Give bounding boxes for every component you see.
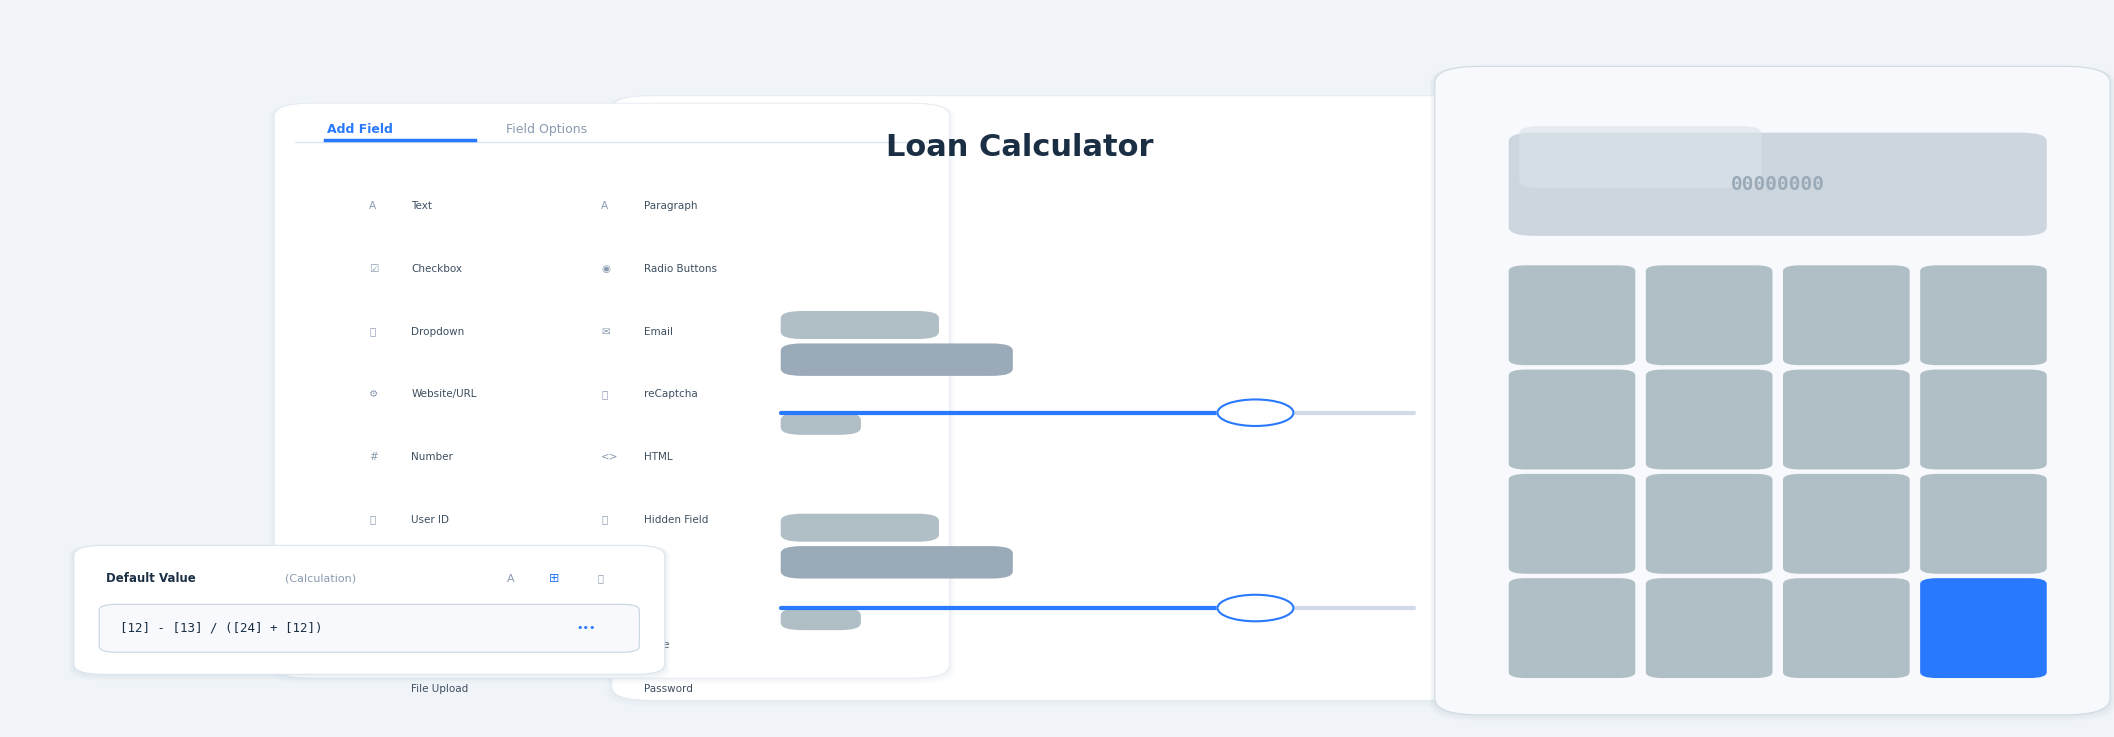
FancyBboxPatch shape bbox=[607, 96, 1799, 706]
FancyBboxPatch shape bbox=[99, 604, 638, 652]
Text: Field Options: Field Options bbox=[507, 123, 588, 136]
Text: A: A bbox=[507, 573, 514, 584]
Text: #: # bbox=[370, 452, 378, 462]
FancyBboxPatch shape bbox=[1920, 369, 2046, 469]
Text: File Upload: File Upload bbox=[412, 684, 469, 694]
Text: 🔒: 🔒 bbox=[600, 389, 607, 399]
Text: ✉: ✉ bbox=[600, 326, 611, 337]
FancyBboxPatch shape bbox=[1509, 578, 1636, 678]
Text: reCaptcha: reCaptcha bbox=[643, 389, 698, 399]
FancyBboxPatch shape bbox=[1509, 133, 2046, 236]
Text: Text: Text bbox=[412, 201, 433, 212]
FancyBboxPatch shape bbox=[70, 545, 670, 680]
FancyBboxPatch shape bbox=[780, 343, 1013, 376]
Circle shape bbox=[1218, 399, 1294, 426]
Text: A: A bbox=[370, 201, 376, 212]
Text: Paragraph: Paragraph bbox=[643, 201, 698, 212]
FancyBboxPatch shape bbox=[1782, 474, 1909, 573]
Text: Website/URL: Website/URL bbox=[412, 389, 478, 399]
FancyBboxPatch shape bbox=[72, 545, 668, 677]
Text: Add Field: Add Field bbox=[328, 123, 393, 136]
Text: Hidden Field: Hidden Field bbox=[643, 514, 708, 525]
FancyBboxPatch shape bbox=[611, 96, 1795, 702]
FancyBboxPatch shape bbox=[1647, 578, 1772, 678]
Text: Number: Number bbox=[412, 452, 452, 462]
Text: •••: ••• bbox=[577, 624, 596, 633]
FancyBboxPatch shape bbox=[1647, 265, 1772, 366]
FancyBboxPatch shape bbox=[271, 103, 953, 682]
FancyBboxPatch shape bbox=[273, 103, 951, 681]
FancyBboxPatch shape bbox=[1782, 578, 1909, 678]
Text: Password: Password bbox=[643, 684, 693, 694]
FancyBboxPatch shape bbox=[1509, 474, 1636, 573]
FancyBboxPatch shape bbox=[1920, 265, 2046, 366]
FancyBboxPatch shape bbox=[780, 311, 939, 339]
Text: A: A bbox=[600, 201, 609, 212]
FancyBboxPatch shape bbox=[780, 546, 1013, 579]
FancyBboxPatch shape bbox=[609, 96, 1797, 703]
FancyBboxPatch shape bbox=[1433, 66, 2112, 716]
FancyBboxPatch shape bbox=[1435, 66, 2110, 715]
Text: HTML: HTML bbox=[643, 452, 672, 462]
Text: ◉: ◉ bbox=[600, 264, 611, 274]
Text: Dropdown: Dropdown bbox=[412, 326, 465, 337]
FancyBboxPatch shape bbox=[780, 608, 860, 630]
FancyBboxPatch shape bbox=[268, 103, 956, 684]
FancyBboxPatch shape bbox=[1520, 126, 1761, 188]
FancyBboxPatch shape bbox=[780, 514, 939, 542]
FancyBboxPatch shape bbox=[1920, 474, 2046, 573]
Text: 👁: 👁 bbox=[600, 514, 607, 525]
Text: 00000000: 00000000 bbox=[1731, 175, 1824, 194]
Text: Checkbox: Checkbox bbox=[412, 264, 463, 274]
FancyBboxPatch shape bbox=[70, 545, 668, 679]
FancyBboxPatch shape bbox=[1431, 66, 2114, 719]
Text: 🔍: 🔍 bbox=[596, 573, 602, 584]
Text: Time: Time bbox=[643, 640, 668, 650]
Text: 👤: 👤 bbox=[370, 514, 376, 525]
FancyBboxPatch shape bbox=[611, 96, 1793, 700]
Text: (Calculation): (Calculation) bbox=[285, 573, 355, 584]
Text: [12] - [13] / ([24] + [12]): [12] - [13] / ([24] + [12]) bbox=[120, 622, 323, 635]
Text: <>: <> bbox=[600, 452, 619, 462]
Text: ⊞: ⊞ bbox=[550, 572, 558, 585]
FancyBboxPatch shape bbox=[1429, 66, 2114, 721]
Text: ⚙: ⚙ bbox=[370, 389, 378, 399]
FancyBboxPatch shape bbox=[1782, 369, 1909, 469]
Text: Loan Calculator: Loan Calculator bbox=[886, 133, 1154, 162]
Text: Date: Date bbox=[412, 640, 435, 650]
Text: User ID: User ID bbox=[412, 514, 450, 525]
FancyBboxPatch shape bbox=[273, 103, 951, 680]
FancyBboxPatch shape bbox=[780, 413, 860, 435]
FancyBboxPatch shape bbox=[609, 96, 1797, 705]
FancyBboxPatch shape bbox=[1647, 474, 1772, 573]
FancyBboxPatch shape bbox=[1509, 369, 1636, 469]
Text: ☑: ☑ bbox=[370, 264, 378, 274]
FancyBboxPatch shape bbox=[72, 545, 666, 676]
Text: Radio Buttons: Radio Buttons bbox=[643, 264, 717, 274]
Text: Email: Email bbox=[643, 326, 672, 337]
FancyBboxPatch shape bbox=[275, 103, 949, 678]
FancyBboxPatch shape bbox=[1509, 265, 1636, 366]
Circle shape bbox=[1218, 595, 1294, 621]
FancyBboxPatch shape bbox=[74, 545, 664, 674]
FancyBboxPatch shape bbox=[1782, 265, 1909, 366]
FancyBboxPatch shape bbox=[1433, 66, 2112, 718]
FancyBboxPatch shape bbox=[1647, 369, 1772, 469]
FancyBboxPatch shape bbox=[1920, 578, 2046, 678]
Text: ⬜: ⬜ bbox=[370, 326, 376, 337]
Text: Default Value: Default Value bbox=[106, 572, 194, 585]
